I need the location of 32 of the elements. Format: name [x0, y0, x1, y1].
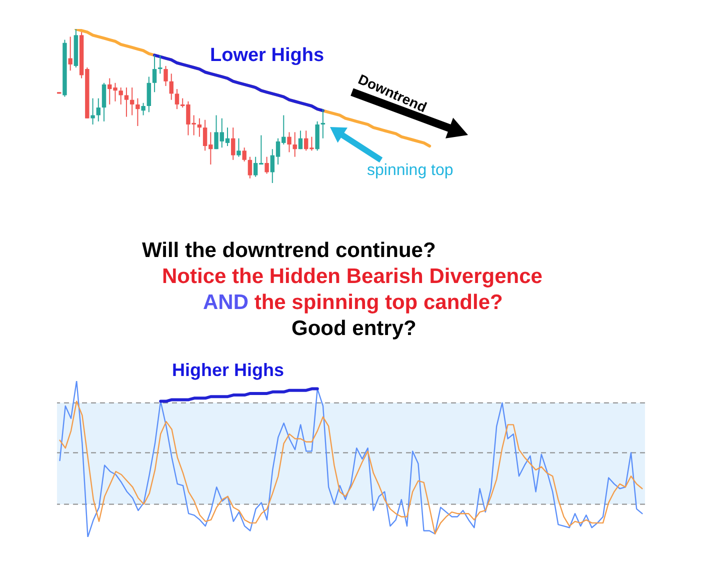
candlestick	[320, 108, 326, 139]
annotation: Lower Highs	[210, 45, 324, 66]
candlestick	[231, 127, 236, 160]
candlestick	[141, 102, 146, 116]
annotation: spinning top	[367, 162, 454, 179]
candlestick	[248, 156, 252, 179]
candlestick	[136, 98, 140, 127]
candlestick	[264, 156, 269, 174]
candlestick	[197, 118, 202, 138]
candlestick	[287, 132, 292, 153]
candlestick	[146, 76, 152, 113]
chart-subtitle: Notice the Hidden Bearish Divergence	[162, 265, 542, 288]
candlestick	[242, 147, 246, 162]
candlestick	[174, 88, 180, 110]
candlestick	[102, 82, 106, 122]
text: Higher Highs	[172, 360, 284, 380]
candlestick	[96, 98, 101, 122]
text: Good entry?	[292, 317, 416, 340]
candlestick	[292, 132, 297, 158]
candlestick	[118, 87, 123, 105]
candlestick	[152, 54, 157, 93]
candlestick	[236, 138, 241, 158]
chart-title: Will the downtrend continue?	[142, 239, 436, 262]
candlestick	[90, 98, 95, 125]
candlestick	[124, 87, 129, 118]
candlestick	[68, 36, 72, 72]
text: AND the spinning top candle?	[203, 291, 503, 314]
candlestick	[130, 87, 134, 116]
candlestick	[298, 130, 303, 150]
candlestick	[164, 65, 168, 86]
candlestick	[158, 54, 162, 74]
candlestick	[169, 73, 174, 100]
